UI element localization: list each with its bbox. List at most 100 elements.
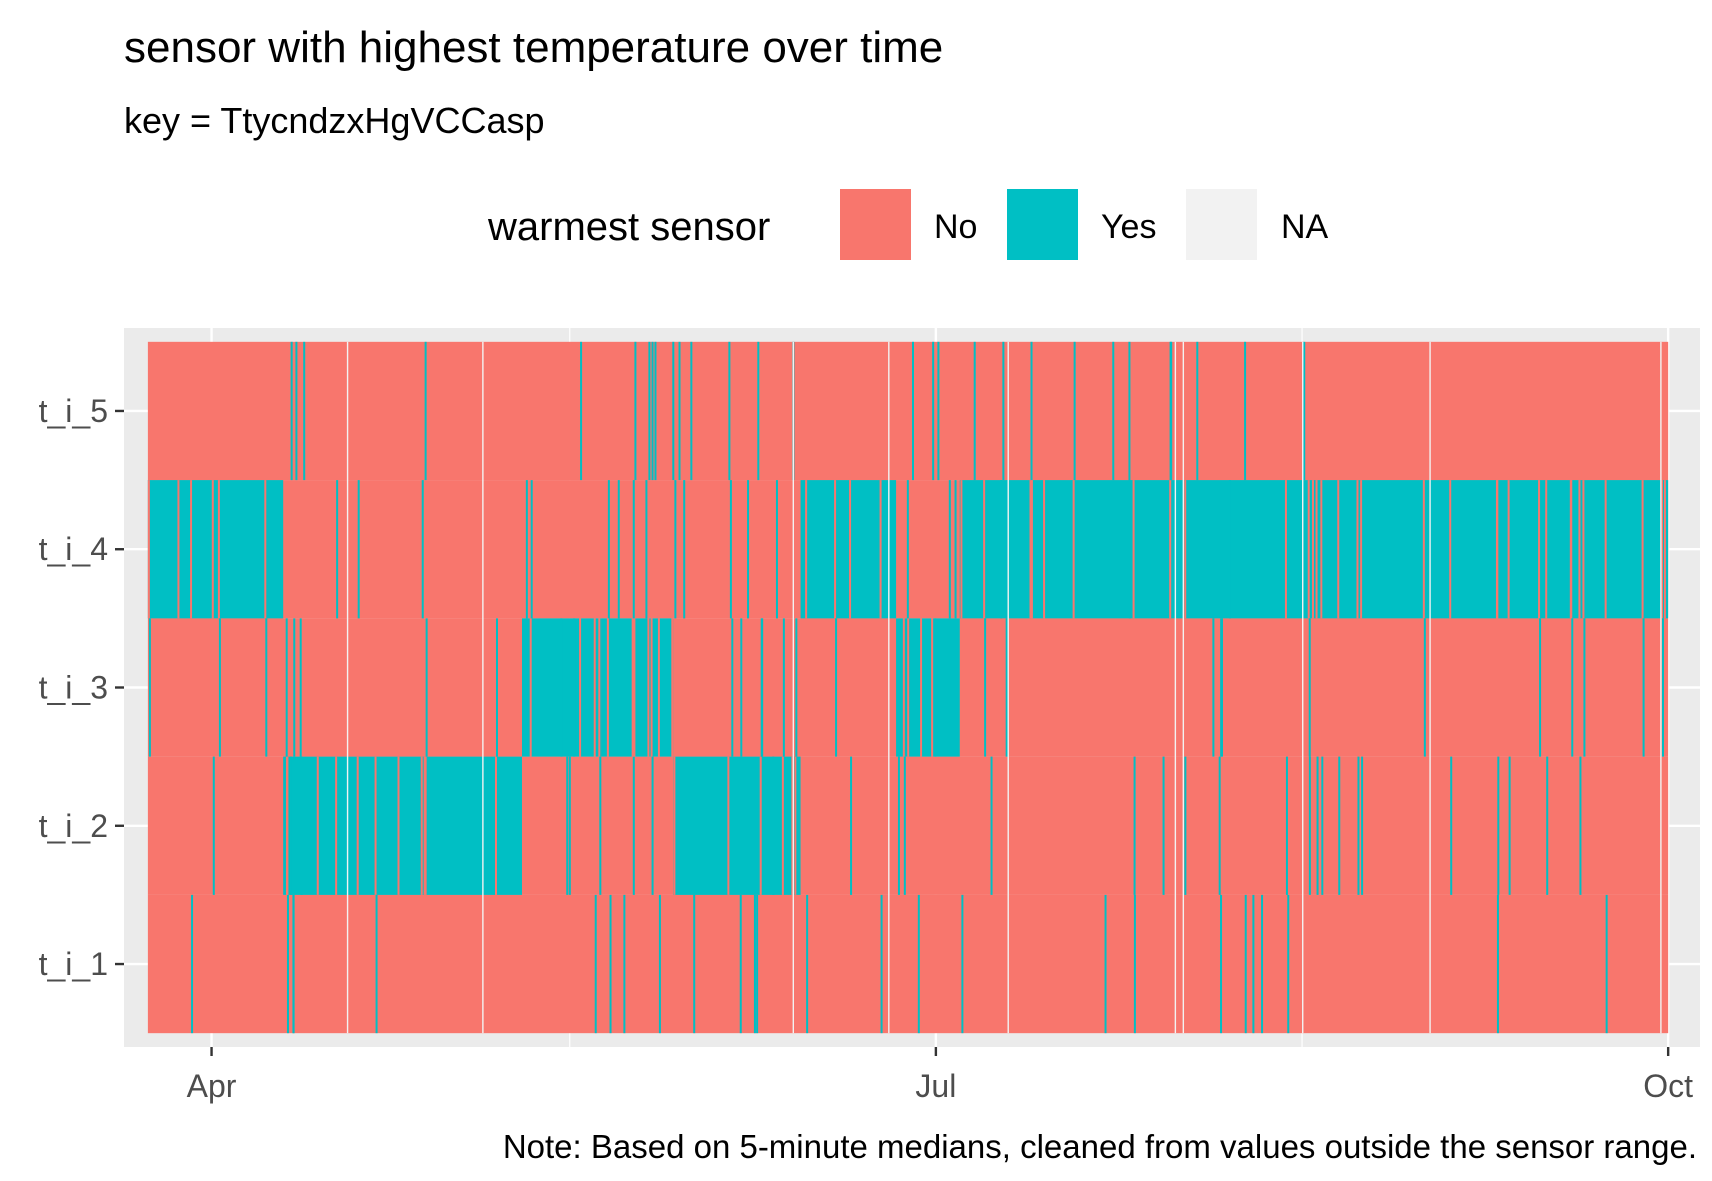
stripe-74 [920,618,923,757]
stripe-106 [1579,756,1582,895]
stripe-177 [917,894,920,1034]
stripe-30 [529,618,532,757]
na-gap-8 [1429,341,1431,1034]
stripe-165 [623,894,626,1034]
x-tick-label-Oct: Oct [1643,1068,1693,1104]
stripe-169 [756,894,759,1034]
stripe-40 [606,618,609,757]
na-gaps [346,341,1662,1034]
stripe-198 [1212,618,1215,757]
na-gap-9 [1660,341,1662,1034]
stripe-14 [374,756,377,895]
stripe-199 [1169,341,1172,481]
tile-yes-t_i_3-4 [633,618,674,757]
stripe-55 [674,480,677,619]
stripe-141 [292,894,295,1034]
stripe-158 [573,618,576,757]
stripe-80 [1029,480,1032,619]
stripe-95 [1073,341,1076,481]
stripe-16 [335,756,338,895]
stripe-208 [1128,480,1131,619]
stripe-83 [1360,480,1363,619]
legend-title: warmest sensor [487,205,770,249]
stripe-2 [190,480,193,619]
legend-key-yes [1007,189,1078,260]
stripe-181 [937,341,940,481]
na-gap-0 [346,341,349,1034]
stripe-179 [1005,618,1008,757]
stripe-127 [1284,480,1287,619]
chart-title: sensor with highest temperature over tim… [124,23,943,72]
stripe-47 [651,756,654,895]
stripe-81 [1030,341,1033,481]
stripe-132 [1538,480,1541,619]
stripe-191 [1220,618,1223,757]
stripe-52 [647,618,650,757]
x-tick-label-Jul: Jul [915,1068,956,1104]
stripe-187 [1000,480,1003,619]
stripe-56 [794,756,797,895]
stripe-68 [805,480,808,619]
stripe-75 [902,618,905,757]
stripe-142 [303,341,306,481]
stripe-153 [757,341,760,481]
stripe-209 [1303,341,1306,481]
stripe-48 [657,618,660,757]
y-tick-label-t_i_3: t_i_3 [39,670,108,706]
stripe-87 [1316,756,1319,895]
y-tick-label-t_i_2: t_i_2 [39,808,108,844]
stripe-33 [599,756,602,895]
stripe-89 [1338,756,1341,895]
stripe-151 [740,618,743,757]
stripe-207 [1244,341,1247,481]
stripe-37 [580,341,583,481]
stripe-110 [1571,618,1574,757]
stripe-176 [934,618,937,757]
legend: warmest sensor No Yes NA [487,189,1329,260]
stripe-161 [651,341,654,481]
na-gap-2 [792,341,795,1034]
tile-yes-t_i_4-8 [959,480,1669,619]
stripe-162 [753,894,756,1034]
stripe-50 [671,618,674,757]
stripe-189 [1220,894,1223,1034]
stripe-172 [566,756,569,895]
y-tick-label-t_i_1: t_i_1 [39,946,108,982]
axes: t_i_1 t_i_2 t_i_3 t_i_4 t_i_5 Apr Jul Oct [39,393,1694,1104]
stripe-58 [759,756,762,895]
stripe-9 [212,756,215,895]
stripe-117 [1184,480,1187,619]
legend-label-yes: Yes [1101,208,1156,246]
stripe-129 [1307,480,1310,619]
stripe-201 [1228,480,1231,619]
stripe-3 [191,894,194,1034]
stripe-157 [731,618,734,757]
stripe-45 [634,341,637,481]
stripe-128 [1285,756,1288,895]
stripe-60 [781,756,784,895]
stripe-99 [1546,756,1549,895]
stripe-100 [1582,480,1585,619]
stripe-168 [617,480,620,619]
stripe-67 [850,756,853,895]
stripe-39 [632,756,635,895]
stripe-17 [336,480,339,619]
stripe-109 [1570,480,1573,619]
stripe-11 [316,756,319,895]
stripe-134 [1356,480,1359,619]
stripe-7 [218,618,221,757]
stripe-147 [293,618,296,757]
stripe-24 [286,894,289,1034]
stripe-131 [1043,480,1046,619]
stripe-46 [650,618,653,757]
stripe-118 [1660,480,1663,619]
stripe-149 [525,480,528,619]
stripe-90 [1641,480,1644,619]
stripe-61 [782,618,785,757]
stripe-121 [1496,894,1499,1034]
stripe-160 [609,894,612,1034]
stripe-84 [1361,756,1364,895]
tile-yes-t_i_3-3 [601,618,634,757]
stripe-102 [1320,480,1323,619]
stripe-25 [420,756,423,895]
